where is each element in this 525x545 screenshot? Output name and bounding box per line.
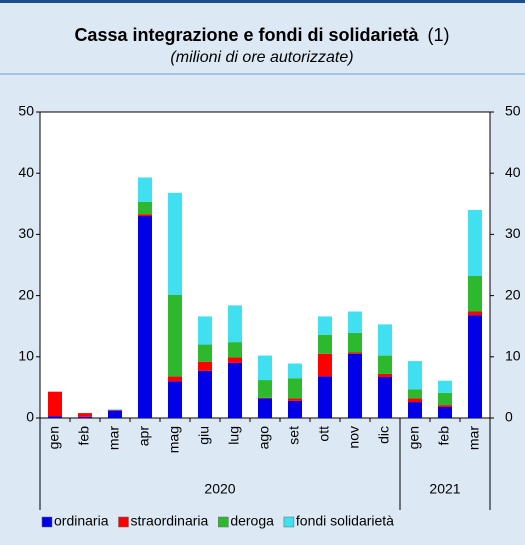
y2-tick-label: 50	[505, 103, 521, 119]
bar-segment	[318, 334, 332, 354]
bar-segment	[468, 276, 482, 312]
chart-subtitle: (milioni di ore autorizzate)	[170, 49, 353, 66]
y2-tick-label: 20	[505, 286, 521, 302]
bar-segment	[138, 214, 152, 217]
group-label: 2021	[429, 481, 460, 497]
x-tick-label: set	[286, 426, 302, 445]
bar-segment	[168, 192, 182, 295]
x-tick-label: mag	[166, 426, 182, 453]
group-label: 2020	[204, 481, 235, 497]
x-tick-label: lug	[226, 426, 242, 445]
y2-tick-label: 40	[505, 164, 521, 180]
bar-segment	[318, 316, 332, 335]
bar-segment	[468, 315, 482, 418]
bar-segment	[258, 398, 272, 418]
bar-segment	[108, 410, 122, 411]
bar-segment	[228, 362, 242, 418]
bar-segment	[198, 344, 212, 362]
x-tick-label: mar	[466, 426, 482, 450]
bar-segment	[288, 363, 302, 379]
bar-segment	[78, 416, 92, 418]
legend-label: ordinaria	[54, 513, 109, 529]
bar-segment	[348, 353, 362, 418]
legend-label: straordinaria	[130, 513, 208, 529]
x-tick-label: gen	[46, 426, 62, 449]
bar-segment	[378, 373, 392, 377]
y2-tick-label: 0	[505, 409, 513, 425]
x-tick-label: ott	[316, 426, 332, 442]
x-tick-label: mar	[106, 426, 122, 450]
bar-segment	[138, 216, 152, 418]
y-tick-label: 40	[18, 164, 34, 180]
bar-segment	[288, 398, 302, 401]
bar-segment	[108, 410, 122, 418]
bar-segment	[348, 311, 362, 333]
legend-swatch	[41, 516, 53, 528]
bar-segment	[438, 406, 452, 418]
title-main: Cassa integrazione e fondi di solidariet…	[74, 25, 419, 45]
bar-segment	[138, 177, 152, 202]
bar-segment	[258, 397, 272, 399]
y2-tick-label: 10	[505, 348, 521, 364]
bar-segment	[168, 294, 182, 377]
y-tick-label: 20	[18, 286, 34, 302]
y2-tick-label: 30	[505, 225, 521, 241]
y-tick-label: 0	[26, 409, 34, 425]
bar-segment	[228, 357, 242, 363]
bar-segment	[408, 389, 422, 399]
title-note: (1)	[428, 25, 450, 45]
x-tick-label: ago	[256, 426, 272, 450]
bar-segment	[48, 416, 62, 418]
bar-segment	[48, 391, 62, 417]
bar-segment	[408, 398, 422, 403]
bar-segment	[78, 413, 92, 417]
bar-segment	[318, 353, 332, 377]
x-tick-label: nov	[346, 426, 362, 449]
bar-segment	[168, 376, 182, 382]
bar-segment	[108, 409, 122, 411]
bar-segment	[138, 201, 152, 215]
bar-segment	[258, 355, 272, 381]
bar-segment	[288, 400, 302, 418]
bar-segment	[318, 376, 332, 418]
chart-title: Cassa integrazione e fondi di solidariet…	[74, 25, 449, 45]
legend-label: fondi solidarietà	[296, 513, 394, 529]
legend-swatch	[283, 516, 295, 528]
x-tick-label: feb	[76, 426, 92, 446]
bar-segment	[198, 370, 212, 418]
y-tick-label: 30	[18, 225, 34, 241]
bar-segment	[228, 342, 242, 358]
bar-segment	[468, 311, 482, 316]
bar-segment	[378, 355, 392, 374]
y-tick-label: 10	[18, 348, 34, 364]
bar-segment	[168, 381, 182, 418]
bar-segment	[258, 380, 272, 398]
bar-segment	[468, 209, 482, 277]
bar-segment	[438, 392, 452, 406]
top-rule	[0, 0, 525, 3]
bar-segment	[438, 380, 452, 393]
x-tick-label: dic	[376, 426, 392, 444]
bar-segment	[198, 316, 212, 345]
bar-segment	[378, 376, 392, 418]
bar-segment	[288, 378, 302, 399]
legend-swatch	[218, 516, 229, 528]
bar-segment	[348, 352, 362, 354]
bar-segment	[408, 361, 422, 390]
y-tick-label: 50	[18, 103, 34, 119]
bar-segment	[348, 332, 362, 353]
legend-label: deroga	[230, 513, 274, 529]
x-tick-label: feb	[436, 426, 452, 446]
bar-segment	[198, 361, 212, 371]
x-tick-label: giu	[196, 426, 212, 445]
x-tick-label: gen	[406, 426, 422, 449]
legend-swatch	[118, 516, 129, 528]
bar-segment	[228, 305, 242, 343]
bar-segment	[408, 402, 422, 418]
x-tick-label: apr	[136, 426, 152, 447]
bar-segment	[378, 324, 392, 356]
bar-segment	[438, 405, 452, 407]
